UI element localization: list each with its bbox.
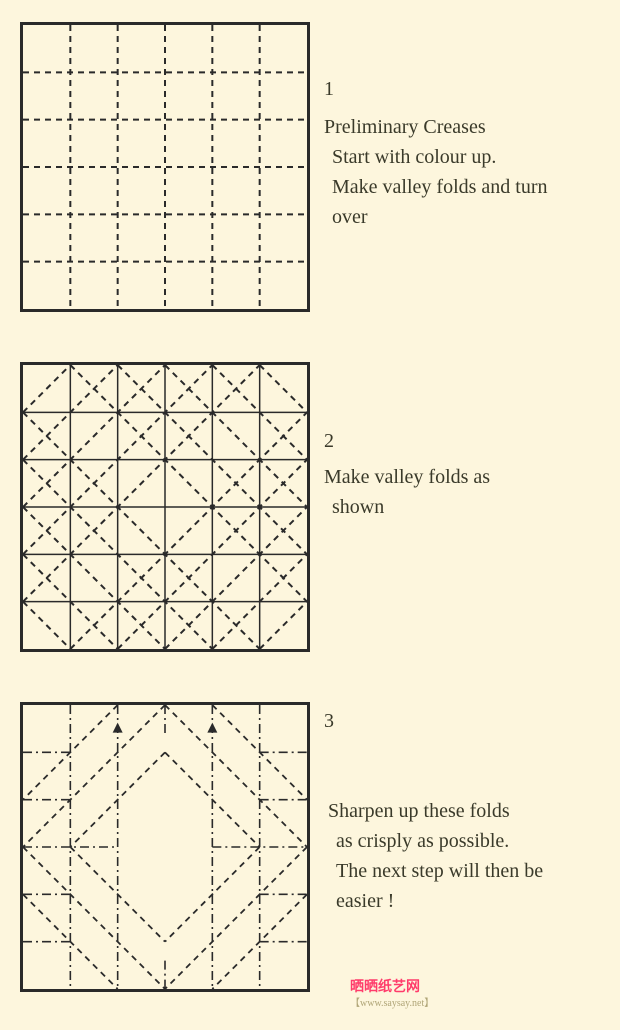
step-line: as crisply as possible. — [328, 826, 612, 856]
step-title: Preliminary Creases — [324, 112, 612, 142]
step-text-3: Sharpen up these foldsas crisply as poss… — [328, 796, 612, 916]
step-text-2: Make valley folds asshown — [324, 462, 612, 522]
watermark-url: 【www.saysay.net】 — [350, 994, 434, 1009]
step-line: Start with colour up. — [324, 142, 612, 172]
diagram-step-1 — [20, 22, 310, 312]
step-line: Sharpen up these folds — [328, 796, 612, 826]
diagram-step-2 — [20, 362, 310, 652]
step-line: easier ! — [328, 886, 612, 916]
step-line: Make valley folds as — [324, 462, 612, 492]
diagram-step-3 — [20, 702, 310, 992]
step-line: The next step will then be — [328, 856, 612, 886]
step-text-1: Preliminary CreasesStart with colour up.… — [324, 112, 612, 232]
step-line: Make valley folds and turn — [324, 172, 612, 202]
step-line: over — [324, 202, 612, 232]
step-number-3: 3 — [324, 710, 334, 733]
watermark-text: 晒晒纸艺网 — [350, 976, 420, 996]
step-number-2: 2 — [324, 430, 334, 453]
step-line: shown — [324, 492, 612, 522]
step-number-1: 1 — [324, 78, 334, 101]
